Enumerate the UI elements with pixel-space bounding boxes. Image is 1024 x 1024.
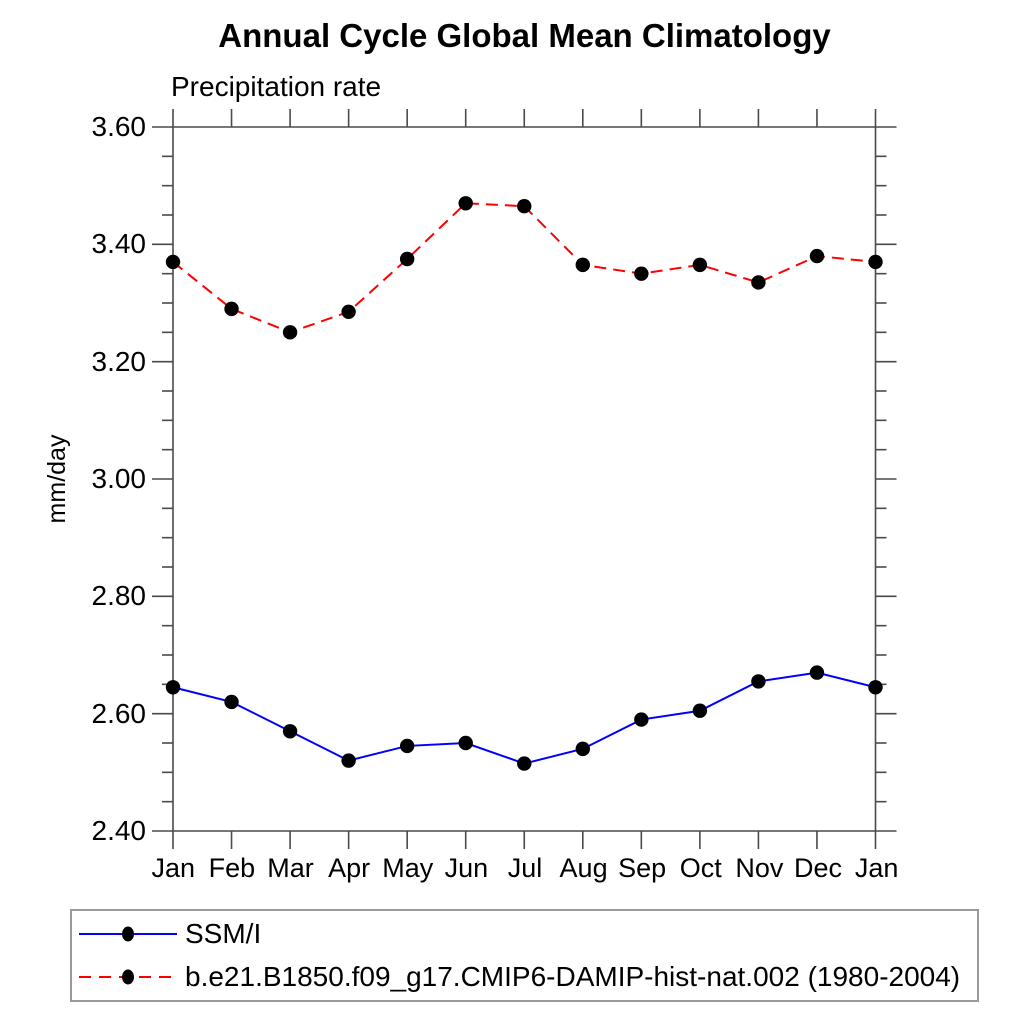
legend-label-ssmi: SSM/I bbox=[185, 918, 262, 949]
data-point-marker bbox=[809, 665, 825, 680]
legend-row-ssmi: SSM/I bbox=[76, 914, 977, 954]
month-label: Jul bbox=[507, 853, 543, 883]
legend-label-model: b.e21.B1850.f09_g17.CMIP6-DAMIP-hist-nat… bbox=[185, 961, 961, 992]
data-point-marker bbox=[165, 254, 181, 270]
data-point-marker bbox=[692, 257, 708, 273]
data-point-marker bbox=[458, 196, 473, 211]
data-point-marker bbox=[575, 741, 590, 757]
data-point-marker bbox=[751, 674, 766, 689]
data-point-marker bbox=[458, 735, 473, 751]
month-label: Aug bbox=[559, 853, 608, 883]
data-point-marker bbox=[282, 325, 298, 340]
data-point-marker bbox=[634, 712, 649, 727]
month-label: Jan bbox=[151, 853, 196, 883]
legend-row-model: b.e21.B1850.f09_g17.CMIP6-DAMIP-hist-nat… bbox=[76, 957, 977, 997]
data-point-marker bbox=[399, 738, 415, 754]
legend-line-sample-dashed bbox=[79, 969, 177, 985]
month-label: Feb bbox=[208, 853, 256, 883]
month-label: Sep bbox=[618, 853, 667, 883]
legend-box: SSM/I b.e21.B1850.f09_g17.CMIP6-DAMIP-hi… bbox=[70, 909, 979, 1002]
y-axis-label: mm/day bbox=[43, 434, 71, 524]
page-title: Annual Cycle Global Mean Climatology bbox=[218, 17, 831, 54]
legend-dot-marker-icon bbox=[122, 969, 134, 985]
x-axis-tick-labels: Jan Feb Mar Apr May Jun Jul Aug Sep Oct … bbox=[144, 852, 906, 884]
legend-dot-marker-icon bbox=[122, 926, 134, 942]
chart-subtitle: Precipitation rate bbox=[171, 71, 382, 102]
series-line-0 bbox=[172, 671, 876, 765]
data-point-marker bbox=[517, 756, 532, 771]
data-point-marker bbox=[868, 680, 883, 695]
month-label: May bbox=[382, 853, 434, 883]
data-point-marker bbox=[341, 304, 356, 319]
month-label: Oct bbox=[679, 853, 722, 883]
series-line-1 bbox=[172, 202, 876, 334]
data-point-marker bbox=[692, 703, 708, 718]
month-label: Dec bbox=[794, 853, 843, 883]
data-point-marker bbox=[517, 199, 532, 214]
data-point-marker bbox=[809, 248, 825, 264]
data-point-marker bbox=[165, 680, 181, 695]
month-label: Apr bbox=[328, 853, 371, 883]
month-label: Jan bbox=[854, 853, 899, 883]
data-point-marker bbox=[575, 257, 590, 273]
data-point-marker bbox=[341, 753, 356, 768]
data-point-marker bbox=[634, 266, 649, 281]
data-point-marker bbox=[224, 694, 239, 710]
data-point-marker bbox=[868, 254, 883, 270]
legend-line-sample-solid bbox=[79, 926, 177, 942]
month-label: Mar bbox=[267, 853, 314, 883]
data-point-marker bbox=[282, 724, 298, 739]
month-label: Nov bbox=[735, 853, 784, 883]
data-point-marker bbox=[399, 251, 415, 267]
data-point-marker bbox=[751, 275, 766, 290]
month-label: Jun bbox=[444, 853, 489, 883]
data-point-marker bbox=[224, 301, 239, 317]
